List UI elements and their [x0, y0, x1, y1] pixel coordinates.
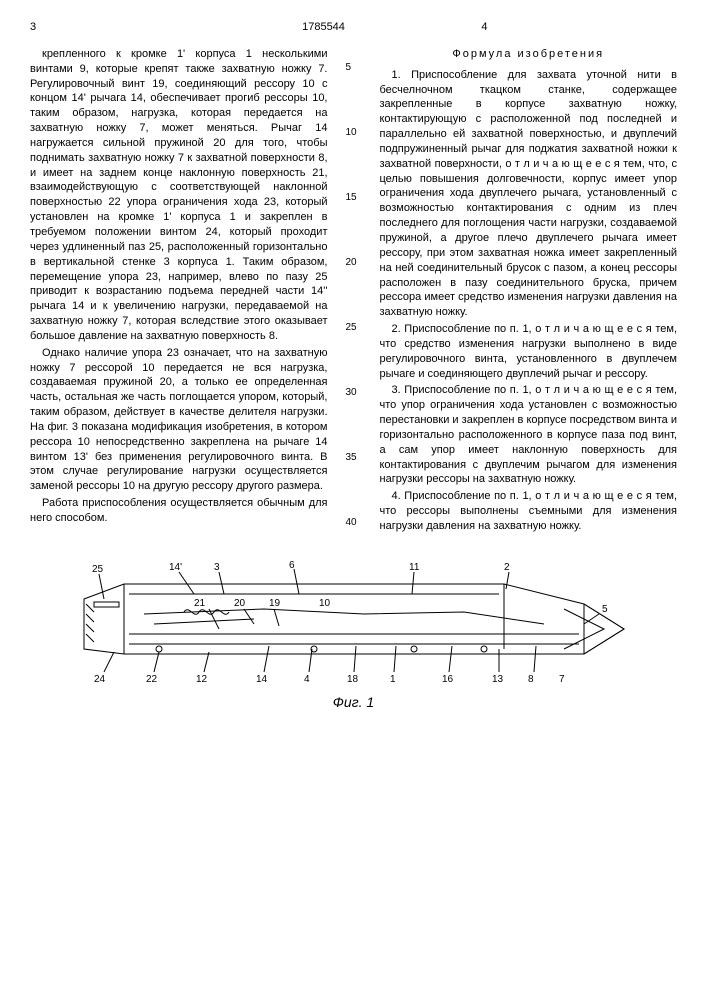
callout: 16	[442, 674, 454, 684]
figure-label: Фиг. 1	[30, 693, 677, 712]
right-column: Формула изобретения 1. Приспособление дл…	[380, 47, 678, 536]
callout: 2	[504, 562, 510, 573]
callout: 18	[347, 674, 359, 684]
left-para-1: крепленного к кромке 1' корпуса 1 нескол…	[30, 47, 328, 344]
callout: 6	[289, 560, 295, 571]
callout: 7	[559, 674, 565, 684]
line-num: 30	[346, 386, 362, 400]
callout: 24	[94, 674, 106, 684]
callout: 21	[194, 598, 206, 609]
page-number-left: 3	[30, 20, 226, 35]
claim-4: 4. Приспособление по п. 1, о т л и ч а ю…	[380, 489, 678, 534]
line-num: 15	[346, 191, 362, 205]
line-num: 40	[346, 516, 362, 530]
left-para-2: Однако наличие упора 23 означает, что на…	[30, 346, 328, 494]
callout: 14'	[169, 562, 182, 573]
callout: 10	[319, 598, 331, 609]
page-number-right: 4	[421, 20, 677, 35]
callout: 14	[256, 674, 268, 684]
callout: 12	[196, 674, 208, 684]
callout: 22	[146, 674, 158, 684]
claim-3: 3. Приспособление по п. 1, о т л и ч а ю…	[380, 383, 678, 487]
patent-number: 1785544	[226, 20, 422, 35]
callout: 20	[234, 598, 246, 609]
line-num: 35	[346, 451, 362, 465]
claims-title: Формула изобретения	[380, 47, 678, 62]
line-num: 25	[346, 321, 362, 335]
text-columns: крепленного к кромке 1' корпуса 1 нескол…	[30, 47, 677, 536]
callout: 19	[269, 598, 281, 609]
claim-2: 2. Приспособление по п. 1, о т л и ч а ю…	[380, 322, 678, 381]
callout: 4	[304, 674, 310, 684]
callout: 25	[92, 564, 104, 575]
line-num: 5	[346, 61, 362, 75]
callout: 8	[528, 674, 534, 684]
claim-1: 1. Приспособление для захвата уточной ни…	[380, 68, 678, 320]
figure-1: 25 14' 3 6 11 2 21 20 19 10 5 24 22 12 1…	[30, 554, 677, 712]
line-number-gutter: 5 10 15 20 25 30 35 40	[346, 47, 362, 536]
callout: 1	[390, 674, 396, 684]
callout: 13	[492, 674, 504, 684]
callout: 11	[409, 562, 420, 573]
left-column: крепленного к кромке 1' корпуса 1 нескол…	[30, 47, 328, 536]
callout: 5	[602, 604, 608, 615]
callout: 3	[214, 562, 220, 573]
line-num: 20	[346, 256, 362, 270]
line-num: 10	[346, 126, 362, 140]
technical-drawing: 25 14' 3 6 11 2 21 20 19 10 5 24 22 12 1…	[64, 554, 644, 684]
page-header: 3 1785544 4	[30, 20, 677, 35]
left-para-3: Работа приспособления осуществляется обы…	[30, 496, 328, 526]
